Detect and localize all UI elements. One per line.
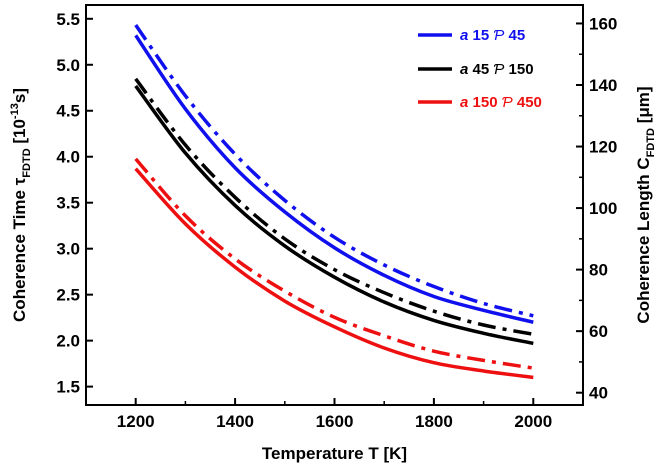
legend-label: a 15 Ƥ 45 — [460, 27, 525, 44]
x-tick-label: 1200 — [117, 412, 155, 431]
left-y-tick-label: 3.0 — [56, 240, 80, 259]
x-tick-label: 2000 — [514, 412, 552, 431]
legend-label: a 150 Ƥ 450 — [460, 94, 542, 111]
x-axis-title: Temperature T [K] — [262, 444, 407, 463]
coherence-length-series-line — [134, 77, 534, 336]
right-y-axis-title: Coherence Length CFDTD [μm] — [634, 86, 657, 323]
left-y-tick-label: 4.5 — [56, 102, 80, 121]
x-tick-label: 1800 — [415, 412, 453, 431]
legend-entry: a 45 Ƥ 150 — [418, 61, 534, 78]
left-y-tick-label: 2.5 — [56, 286, 80, 305]
left-y-axis-ticks: 1.5 2.0 2.5 3.0 3.5 4.0 4.5 5.0 5.5 — [56, 10, 93, 397]
coherence-time-series-line — [134, 167, 534, 380]
right-y-axis-ticks: 40 60 80 100 120 140 160 — [576, 14, 617, 403]
left-y-tick-label: 4.0 — [56, 148, 80, 167]
x-tick-label: 1400 — [216, 412, 254, 431]
x-axis-ticks: 1200 1400 1600 1800 2000 — [85, 398, 584, 431]
legend: a 15 Ƥ 45 a 45 Ƥ 150 a 150 Ƥ 450 — [418, 27, 542, 111]
left-y-tick-label: 2.0 — [56, 332, 80, 351]
legend-label: a 45 Ƥ 150 — [460, 61, 534, 78]
left-y-tick-label: 5.5 — [56, 10, 80, 29]
coherence-length-series-line — [134, 23, 534, 318]
left-y-tick-label: 1.5 — [56, 378, 80, 397]
left-y-tick-label: 5.0 — [56, 56, 80, 75]
left-y-axis-title: Coherence Time τFDTD [10-13s] — [9, 88, 33, 322]
right-y-tick-label: 40 — [589, 384, 608, 403]
coherence-time-series-line — [134, 34, 534, 324]
coherence-time-series-line — [134, 84, 534, 346]
right-y-tick-label: 160 — [589, 14, 617, 33]
right-y-tick-label: 60 — [589, 322, 608, 341]
right-y-tick-label: 80 — [589, 261, 608, 280]
x-tick-label: 1600 — [316, 412, 354, 431]
right-y-tick-label: 100 — [589, 199, 617, 218]
right-y-tick-label: 120 — [589, 138, 617, 157]
series-layer — [134, 23, 534, 380]
legend-entry: a 150 Ƥ 450 — [418, 94, 542, 111]
legend-entry: a 15 Ƥ 45 — [418, 27, 525, 44]
coherence-length-series-line — [134, 157, 534, 370]
right-y-tick-label: 140 — [589, 76, 617, 95]
left-y-tick-label: 3.5 — [56, 194, 80, 213]
